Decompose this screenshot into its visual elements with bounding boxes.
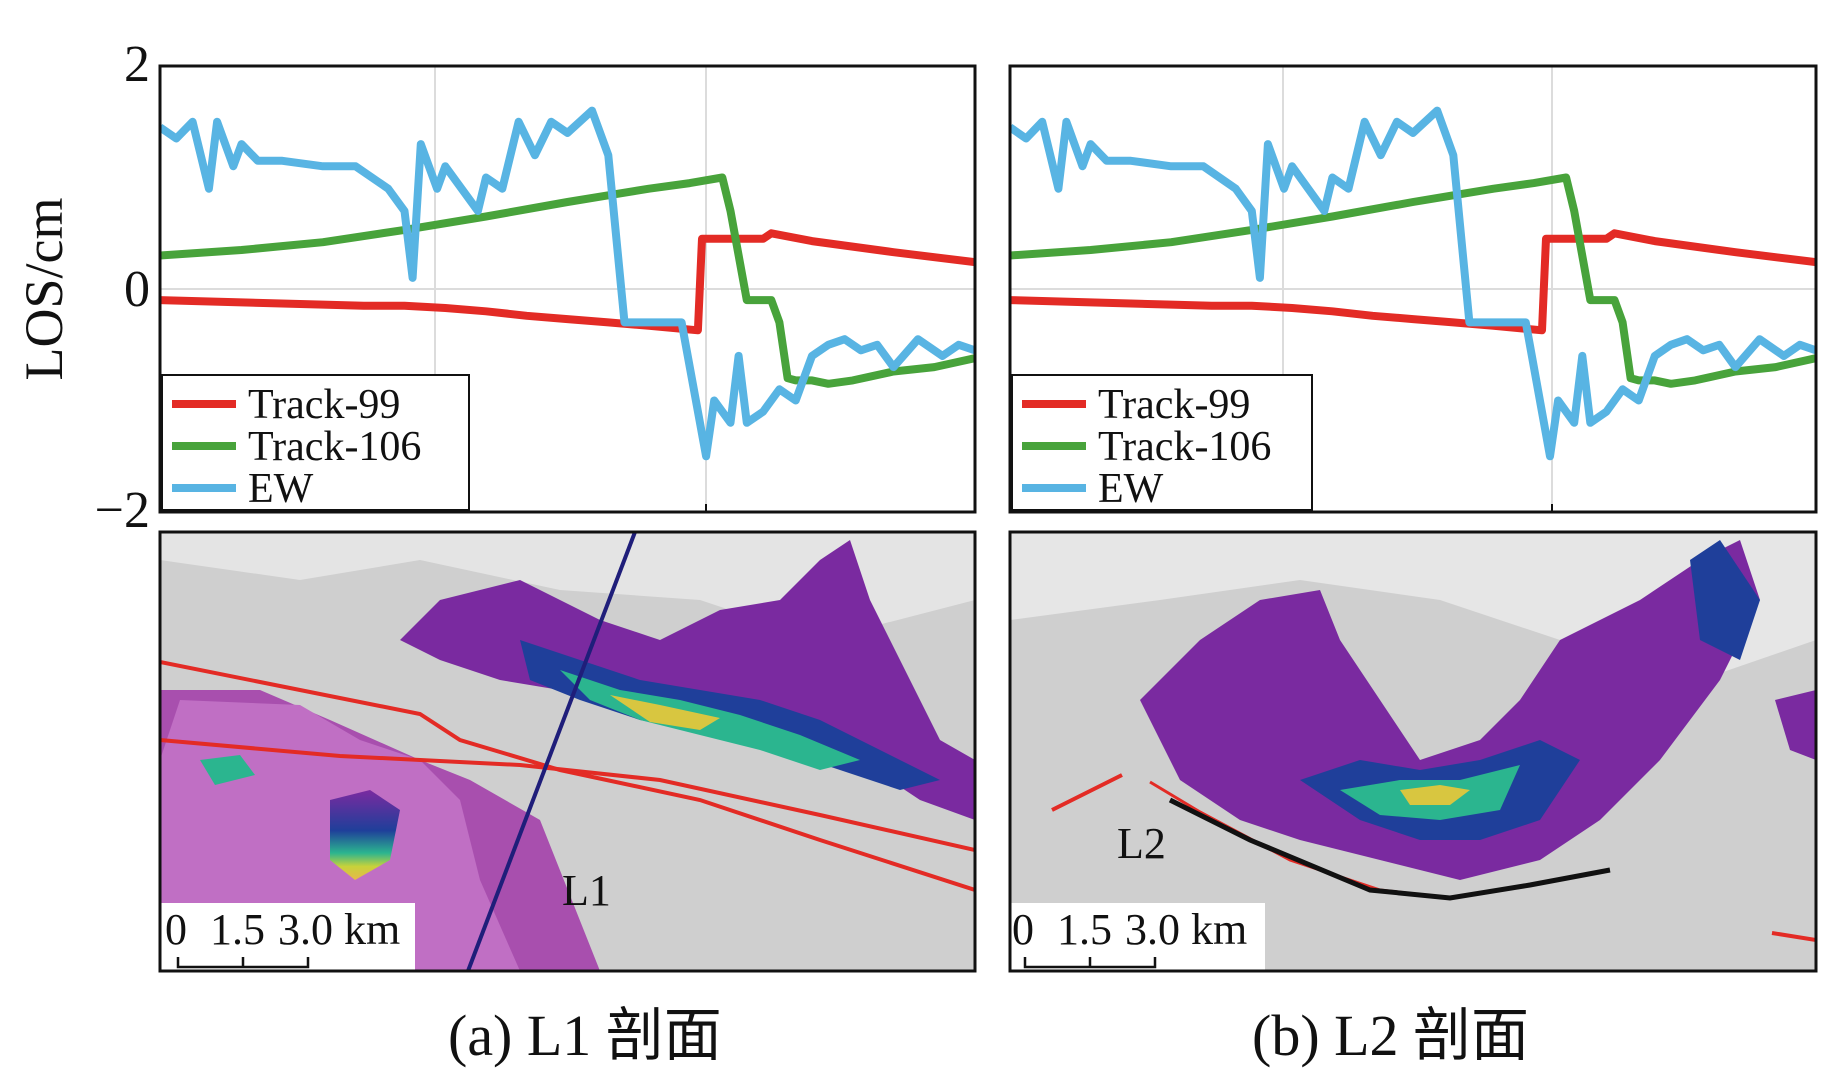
y-tick-label-2: 2 xyxy=(124,36,150,93)
terrain-valley-blue xyxy=(1690,540,1760,660)
series-line-track-106 xyxy=(160,173,975,388)
terrain-ridge-yellow xyxy=(1400,785,1470,805)
legend-label-track-106: Track-106 xyxy=(248,424,421,470)
terrain-ridge-yellow xyxy=(610,695,720,730)
series-line-track-99 xyxy=(160,229,975,335)
scalebar-tick-0: 0 xyxy=(1012,905,1034,954)
scalebar-box xyxy=(1010,903,1265,971)
scalebar-tick-3-0: 3.0 km xyxy=(1125,905,1247,954)
series-line-track-106 xyxy=(1010,173,1816,388)
fault-line-red-2 xyxy=(160,738,975,852)
terrain-peak-2 xyxy=(200,755,255,785)
map-frame-b xyxy=(1008,530,1818,973)
series-line-track-99 xyxy=(1010,229,1816,335)
legend-label-track-99: Track-99 xyxy=(1098,382,1250,428)
map-frame-a xyxy=(158,530,977,973)
scalebar-line xyxy=(176,957,310,969)
plot-frame-a xyxy=(158,64,977,514)
scalebar-tick-3-0: 3.0 km xyxy=(278,905,400,954)
y-axis-label: LOS/cm xyxy=(14,198,74,381)
caption-b: (b) L2 剖面 xyxy=(1252,1003,1530,1068)
plot-frame-b xyxy=(1008,64,1818,514)
scalebar-tick-0: 0 xyxy=(165,905,187,954)
series-line-ew xyxy=(160,106,975,461)
profile-label-l2: L2 xyxy=(1117,819,1166,868)
legend-label-ew: EW xyxy=(1098,466,1164,512)
fault-line-red-1 xyxy=(160,660,975,892)
fault-line-red-1 xyxy=(1051,773,1123,812)
series-group-a xyxy=(160,106,975,461)
scalebar-line xyxy=(1023,957,1157,969)
profile-line-l1 xyxy=(466,532,637,971)
legend-label-ew: EW xyxy=(248,466,314,512)
map-panel-a xyxy=(160,532,975,971)
y-tick-label-0: 0 xyxy=(124,261,150,318)
legend-label-track-99: Track-99 xyxy=(248,382,400,428)
terrain-edge-purple xyxy=(1775,690,1816,760)
caption-a: (a) L1 剖面 xyxy=(448,1003,722,1068)
scalebar-box xyxy=(160,903,415,971)
scalebar-tick-1-5: 1.5 xyxy=(1057,905,1112,954)
series-line-ew xyxy=(1010,106,1816,461)
terrain-peak-1 xyxy=(330,790,400,880)
map-panel-b xyxy=(1010,532,1816,971)
profile-line-l2 xyxy=(1168,797,1611,901)
terrain-ridge-purple xyxy=(1140,540,1760,880)
profile-label-l1: L1 xyxy=(562,866,611,915)
chart-a: Track-99 Track-106 EW 2 0 −2 LOS/cm xyxy=(14,36,977,539)
legend-label-track-106: Track-106 xyxy=(1098,424,1271,470)
chart-b: Track-99 Track-106 EW xyxy=(1008,64,1818,514)
scalebar-tick-1-5: 1.5 xyxy=(210,905,265,954)
y-tick-label-neg2: −2 xyxy=(95,482,150,539)
series-group-b xyxy=(1010,106,1816,461)
fault-line-red-3 xyxy=(1771,931,1816,942)
